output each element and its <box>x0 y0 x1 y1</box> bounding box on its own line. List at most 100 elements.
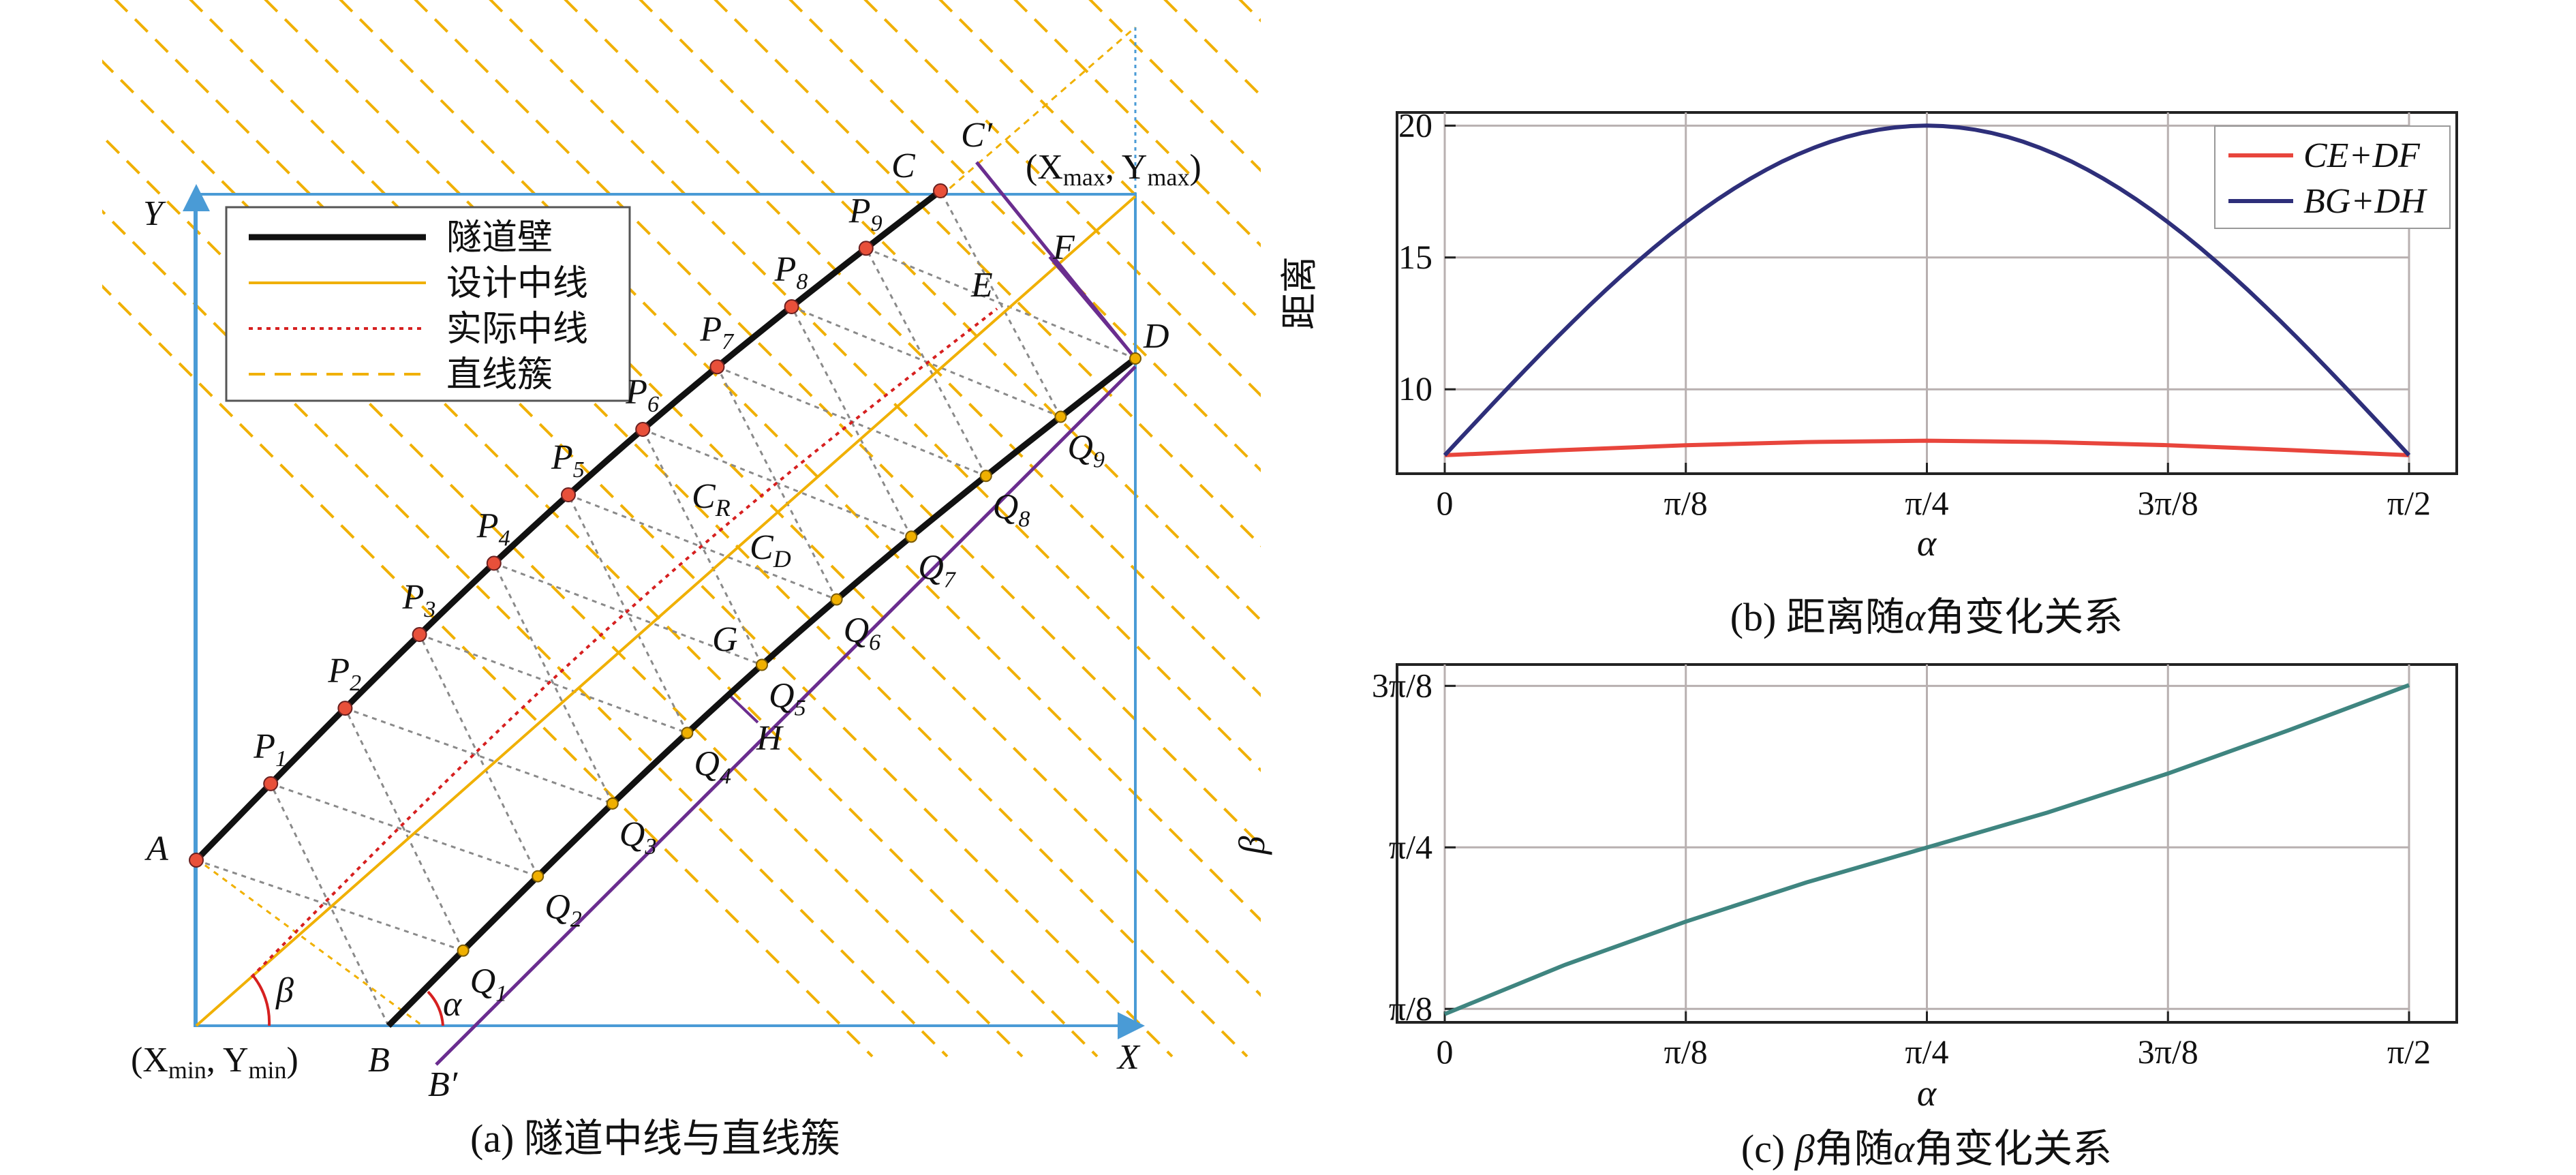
point-p9 <box>858 241 874 256</box>
point-p1 <box>263 776 279 791</box>
point-p7 <box>709 359 725 375</box>
label-E: E <box>970 266 993 305</box>
label-p8: P8 <box>774 250 808 294</box>
series-beta <box>1443 683 2410 1016</box>
y-tick-label: 15 <box>1398 238 1432 276</box>
label-CR: CR <box>692 477 731 521</box>
x-tick-label: 0 <box>1437 1033 1454 1071</box>
legend-family-label: 直线簇 <box>446 356 553 395</box>
point-p4 <box>486 555 502 571</box>
family-line <box>339 0 1261 922</box>
label-CD: CD <box>750 528 791 573</box>
x-tick-label: 3π/8 <box>2138 484 2198 522</box>
purple-line-bprime <box>435 365 1137 1066</box>
family-line <box>264 0 1261 997</box>
x-tick-label: π/4 <box>1905 1033 1948 1071</box>
family-line <box>102 284 874 1058</box>
connection-line <box>344 707 464 951</box>
panel-c-ticks: 0 π/8 π/4 3π/8 π/2π/8π/43π/8 <box>1372 666 2431 1071</box>
connection-line <box>939 190 1062 418</box>
label-B: B <box>368 1041 390 1080</box>
label-p5: P5 <box>551 438 585 483</box>
family-line <box>102 209 949 1058</box>
beta-arc <box>251 973 271 1026</box>
family-line <box>564 0 1261 697</box>
label-q1: Q1 <box>470 962 508 1007</box>
panel-c-caption: (c) β角随α角变化关系 <box>1741 1127 2112 1171</box>
label-q8: Q8 <box>993 487 1030 532</box>
series-bg-dh <box>1443 123 2411 457</box>
label-q4: Q4 <box>694 744 731 789</box>
y-tick-label: π/8 <box>1389 989 1432 1027</box>
design-centerline-extension-2 <box>196 857 423 1027</box>
label-B-prime: B′ <box>428 1065 459 1104</box>
connection-line <box>567 494 688 734</box>
x-tick-label: π/8 <box>1664 484 1708 522</box>
connection-line <box>493 562 614 804</box>
label-q2: Q2 <box>545 888 582 932</box>
design-centerline-extension <box>940 26 1136 198</box>
family-line <box>489 0 1261 772</box>
point-D <box>1129 352 1141 365</box>
point-q6 <box>830 593 843 606</box>
label-q3: Q3 <box>619 815 657 859</box>
x-tick-label: 3π/8 <box>2138 1033 2198 1071</box>
connection-line <box>269 783 390 1026</box>
panel-a-diagram: 隧道壁 设计中线 实际中线 直线簇 A B B′ C C′ D E F G H … <box>102 0 1261 1161</box>
label-q7: Q7 <box>918 548 957 592</box>
point-q1 <box>457 944 470 957</box>
label-Y: Y <box>143 194 166 233</box>
label-C: C <box>891 147 916 185</box>
point-p5 <box>561 487 576 502</box>
label-G: G <box>712 620 738 659</box>
label-X: X <box>1116 1038 1141 1077</box>
label-p9: P9 <box>848 192 883 236</box>
point-p6 <box>635 422 651 438</box>
purple-line-gh <box>726 692 759 724</box>
connection-line <box>865 247 987 476</box>
point-q3 <box>606 797 619 810</box>
panel-b-legend: CE+DF BG+DH <box>2214 125 2451 229</box>
series-ce-df <box>1444 438 2410 457</box>
y-tick-label: 20 <box>1398 106 1432 144</box>
label-F: F <box>1052 228 1075 267</box>
family-line <box>639 0 1261 622</box>
label-p2: P2 <box>327 652 361 696</box>
family-line <box>102 59 1099 1058</box>
point-p3 <box>412 626 427 642</box>
connection-line <box>641 429 763 666</box>
family-line <box>863 0 1261 397</box>
panel-b-ticks: 0 π/8 π/4 3π/8 π/2 10 15 20 <box>1398 106 2431 522</box>
family-line <box>414 0 1261 847</box>
label-A: A <box>144 829 168 868</box>
panel-c-xlabel: α <box>1917 1073 1937 1114</box>
purple-line-cd <box>1048 256 1137 360</box>
point-q2 <box>532 870 545 883</box>
point-p2 <box>337 701 353 716</box>
label-q6: Q6 <box>844 611 881 656</box>
panel-a-caption: (a) 隧道中线与直线簇 <box>470 1116 840 1161</box>
line-family <box>102 0 1261 1058</box>
point-q4 <box>681 727 694 739</box>
label-p4: P4 <box>476 506 510 551</box>
y-tick-label: 10 <box>1398 369 1432 408</box>
legend-design-label: 设计中线 <box>446 264 588 303</box>
panel-c-chart: 0 π/8 π/4 3π/8 π/2π/8π/43π/8 β α (c) β角随α角变化… <box>1231 663 2458 1171</box>
legend-bg-dh: BG+DH <box>2303 182 2427 221</box>
x-tick-label: π/4 <box>1905 484 1948 522</box>
x-tick-label: π/2 <box>2387 484 2431 522</box>
connection-line <box>493 562 763 666</box>
actual-centerline <box>250 307 998 978</box>
min-corner-label: (Xmin, Ymin) <box>131 1041 298 1084</box>
family-line <box>1013 0 1261 247</box>
point-q5 <box>756 658 768 671</box>
family-line <box>788 0 1261 472</box>
point-C <box>933 183 948 198</box>
y-tick-label: 3π/8 <box>1372 666 1432 704</box>
y-tick-label: π/4 <box>1389 827 1432 866</box>
alpha-arc <box>427 990 444 1026</box>
panel-c-series <box>1443 683 2410 1016</box>
upper-wall-points <box>189 183 948 868</box>
connection-line <box>418 634 539 877</box>
